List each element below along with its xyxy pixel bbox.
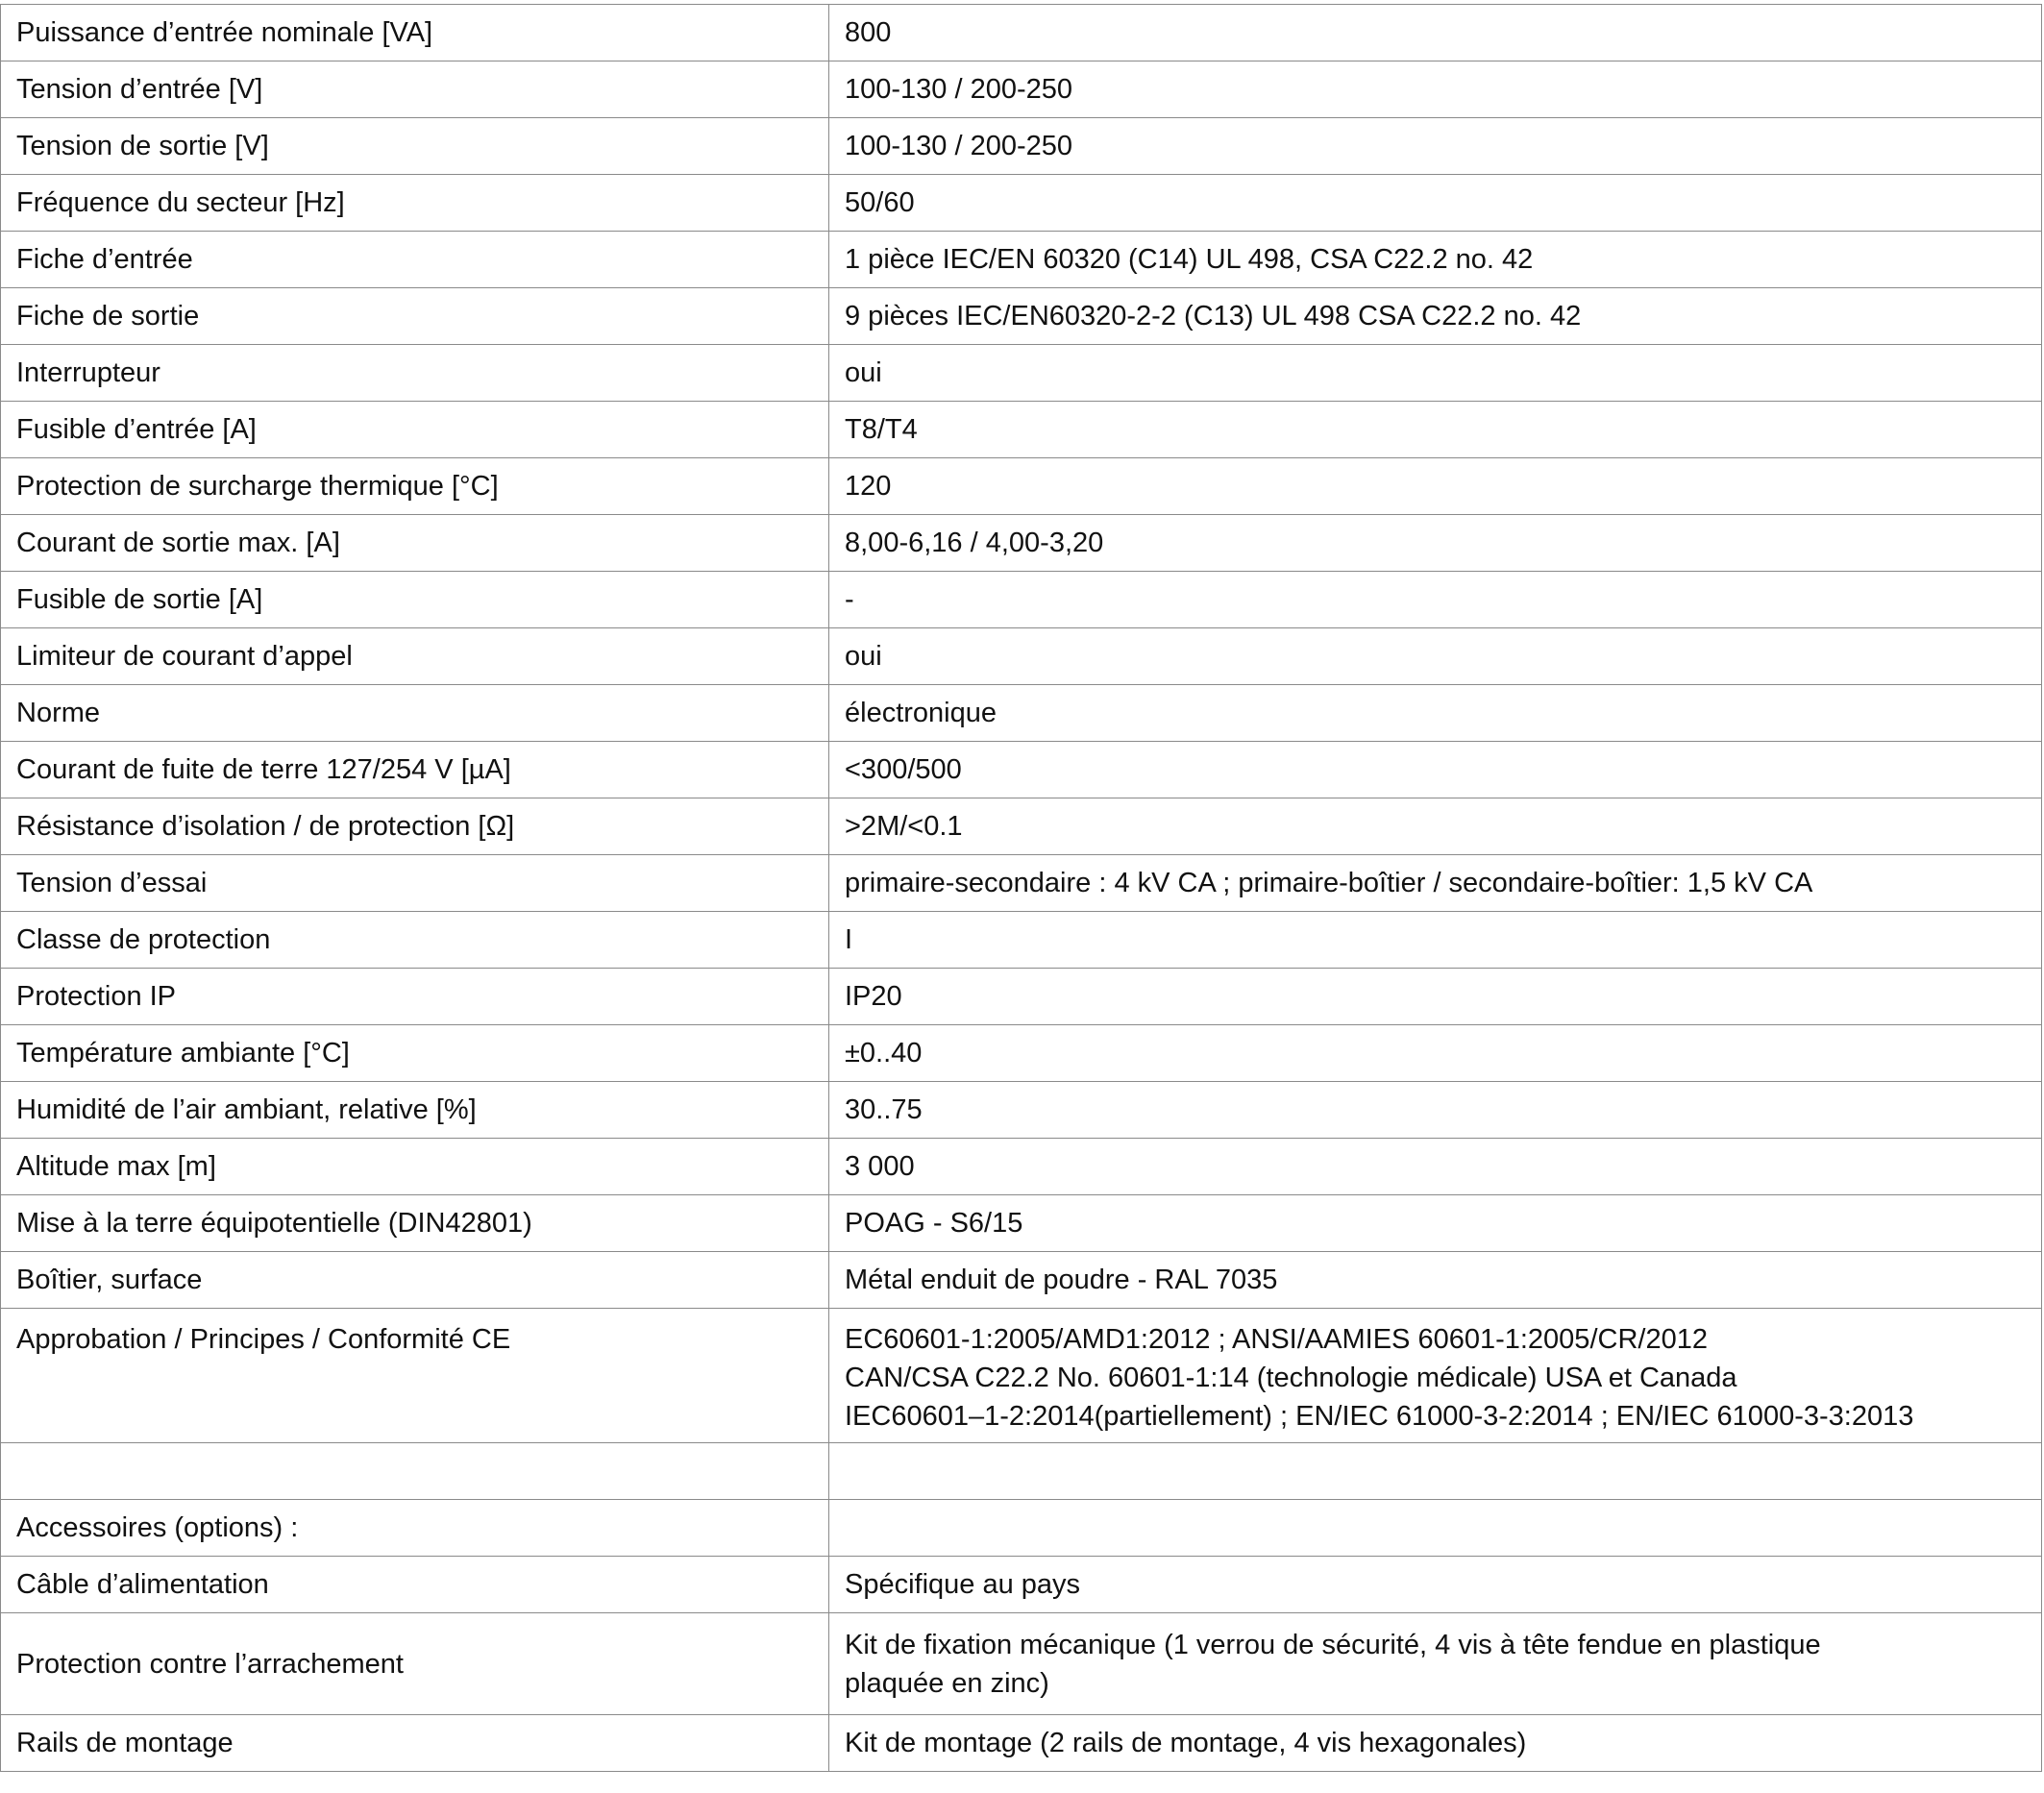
parameter-cell: Fréquence du secteur [Hz] [0,174,829,232]
value-cell: 1 pièce IEC/EN 60320 (C14) UL 498, CSA C… [828,231,2042,288]
table-row: Fusible de sortie [A] - [0,571,2042,628]
parameter-cell: Protection de surcharge thermique [°C] [0,457,829,515]
parameter-cell: Protection IP [0,968,829,1025]
parameter-cell: Tension d’entrée [V] [0,61,829,118]
value-cell: Spécifique au pays [828,1556,2042,1613]
table-row: Limiteur de courant d’appel oui [0,627,2042,685]
table-row: Tension d’entrée [V] 100-130 / 200-250 [0,61,2042,118]
value-cell: Métal enduit de poudre - RAL 7035 [828,1251,2042,1309]
parameter-cell: Norme [0,684,829,742]
value-cell: IP20 [828,968,2042,1025]
value-cell: oui [828,344,2042,402]
parameter-cell: Limiteur de courant d’appel [0,627,829,685]
parameter-cell: Rails de montage [0,1714,829,1772]
value-cell: 30..75 [828,1081,2042,1139]
parameter-cell: Fiche d’entrée [0,231,829,288]
parameter-cell: Courant de sortie max. [A] [0,514,829,572]
value-cell: 120 [828,457,2042,515]
table-row: Altitude max [m] 3 000 [0,1138,2042,1195]
value-cell: Kit de fixation mécanique (1 verrou de s… [828,1612,2042,1715]
parameter-cell: Câble d’alimentation [0,1556,829,1613]
value-cell [828,1442,2042,1500]
parameter-cell: Altitude max [m] [0,1138,829,1195]
value-cell: >2M/<0.1 [828,798,2042,855]
value-cell: - [828,571,2042,628]
value-cell: 800 [828,4,2042,61]
value-cell: <300/500 [828,741,2042,798]
table-row: Fiche de sortie 9 pièces IEC/EN60320-2-2… [0,287,2042,345]
value-cell: T8/T4 [828,401,2042,458]
table-row: Approbation / Principes / Conformité CE … [0,1308,2042,1443]
table-row: Résistance d’isolation / de protection [… [0,798,2042,855]
parameter-cell: Interrupteur [0,344,829,402]
table-row: Mise à la terre équipotentielle (DIN4280… [0,1194,2042,1252]
table-row: Boîtier, surface Métal enduit de poudre … [0,1251,2042,1309]
value-cell: 100-130 / 200-250 [828,61,2042,118]
parameter-cell: Mise à la terre équipotentielle (DIN4280… [0,1194,829,1252]
parameter-cell: Fusible de sortie [A] [0,571,829,628]
value-cell: primaire-secondaire : 4 kV CA ; primaire… [828,854,2042,912]
parameter-cell: Approbation / Principes / Conformité CE [0,1308,829,1443]
table-row: Protection IP IP20 [0,968,2042,1025]
table-row: Interrupteur oui [0,344,2042,402]
table-row: Tension de sortie [V] 100-130 / 200-250 [0,117,2042,175]
value-cell: 3 000 [828,1138,2042,1195]
table-row: Température ambiante [°C] ±0..40 [0,1024,2042,1082]
table-row: Courant de fuite de terre 127/254 V [µA]… [0,741,2042,798]
table-row: Classe de protection I [0,911,2042,969]
table-row: Humidité de l’air ambiant, relative [%] … [0,1081,2042,1139]
table-row [0,1442,2042,1500]
specifications-table: Puissance d’entrée nominale [VA] 800 Ten… [0,4,2042,1772]
value-cell: POAG - S6/15 [828,1194,2042,1252]
table-row: Protection de surcharge thermique [°C] 1… [0,457,2042,515]
table-row: Courant de sortie max. [A] 8,00-6,16 / 4… [0,514,2042,572]
parameter-cell: Tension de sortie [V] [0,117,829,175]
parameter-cell: Humidité de l’air ambiant, relative [%] [0,1081,829,1139]
parameter-cell: Protection contre l’arrachement [0,1612,829,1715]
value-cell: 8,00-6,16 / 4,00-3,20 [828,514,2042,572]
value-cell: 100-130 / 200-250 [828,117,2042,175]
parameter-cell: Puissance d’entrée nominale [VA] [0,4,829,61]
table-row: Puissance d’entrée nominale [VA] 800 [0,4,2042,61]
value-cell [828,1499,2042,1557]
table-row: Fusible d’entrée [A] T8/T4 [0,401,2042,458]
parameter-cell: Courant de fuite de terre 127/254 V [µA] [0,741,829,798]
table-row: Norme électronique [0,684,2042,742]
parameter-cell: Boîtier, surface [0,1251,829,1309]
parameter-cell: Classe de protection [0,911,829,969]
parameter-cell: Température ambiante [°C] [0,1024,829,1082]
value-cell: 9 pièces IEC/EN60320-2-2 (C13) UL 498 CS… [828,287,2042,345]
table-row: Câble d’alimentation Spécifique au pays [0,1556,2042,1613]
value-cell: I [828,911,2042,969]
parameter-cell: Fiche de sortie [0,287,829,345]
value-cell: électronique [828,684,2042,742]
table-row: Rails de montage Kit de montage (2 rails… [0,1714,2042,1772]
value-cell: EC60601-1:2005/AMD1:2012 ; ANSI/AAMIES 6… [828,1308,2042,1443]
table-row: Fréquence du secteur [Hz] 50/60 [0,174,2042,232]
table-row: Tension d’essai primaire-secondaire : 4 … [0,854,2042,912]
parameter-cell: Fusible d’entrée [A] [0,401,829,458]
value-cell: Kit de montage (2 rails de montage, 4 vi… [828,1714,2042,1772]
table-row: Accessoires (options) : [0,1499,2042,1557]
value-cell: 50/60 [828,174,2042,232]
value-cell: oui [828,627,2042,685]
parameter-cell: Tension d’essai [0,854,829,912]
value-cell: ±0..40 [828,1024,2042,1082]
table-row: Fiche d’entrée 1 pièce IEC/EN 60320 (C14… [0,231,2042,288]
parameter-cell: Accessoires (options) : [0,1499,829,1557]
parameter-cell: Résistance d’isolation / de protection [… [0,798,829,855]
table-row: Protection contre l’arrachement Kit de f… [0,1612,2042,1715]
parameter-cell [0,1442,829,1500]
